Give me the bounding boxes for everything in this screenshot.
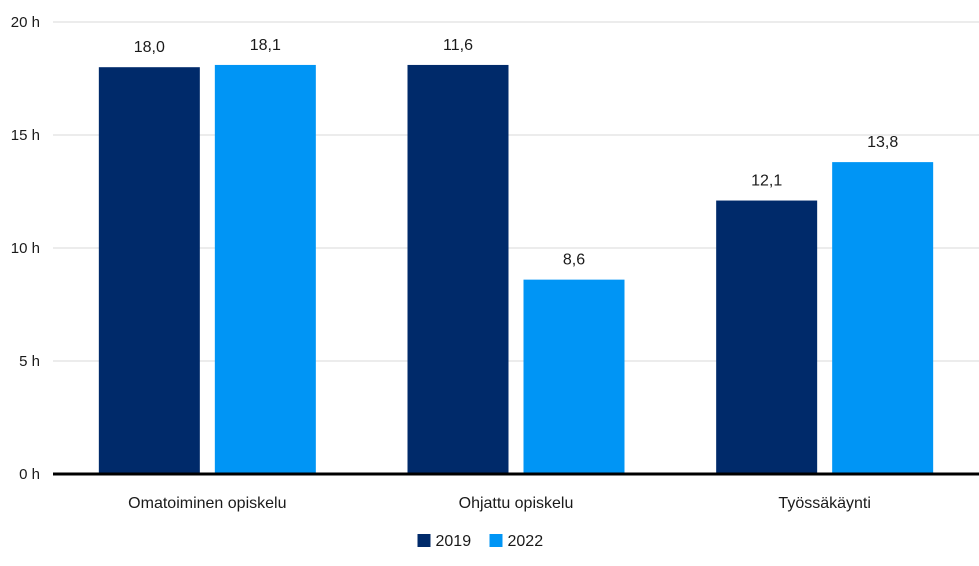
y-tick-label: 15 h <box>11 127 40 144</box>
y-tick-label: 10 h <box>11 240 40 257</box>
x-axis: Omatoiminen opiskelu Ohjattu opiskelu Työs… <box>128 495 871 512</box>
bar-2022 <box>832 162 934 474</box>
legend: 2019 2022 <box>417 533 544 550</box>
legend-label: 2022 <box>508 533 544 550</box>
legend-swatch-2022 <box>489 534 503 547</box>
y-tick-label: 5 h <box>19 353 40 370</box>
bar-2022 <box>523 279 625 474</box>
bar-2022 <box>214 64 316 474</box>
legend-swatch-2019 <box>417 534 431 547</box>
legend-label: 2019 <box>436 533 472 550</box>
y-axis: 0 h 5 h 10 h 15 h 20 h <box>11 14 40 483</box>
bars <box>98 64 934 475</box>
y-tick-label: 20 h <box>11 14 40 31</box>
data-label: 11,6 <box>443 37 473 54</box>
x-category-label: Ohjattu opiskelu <box>459 495 574 512</box>
data-label: 13,8 <box>867 134 898 151</box>
bar-2019 <box>716 200 818 475</box>
x-category-label: Työssäkäynti <box>778 495 870 512</box>
data-label: 8,6 <box>563 252 585 269</box>
bar-2019 <box>98 67 200 474</box>
data-label: 18,0 <box>134 39 165 56</box>
data-labels: 18,0 18,1 11,6 8,6 12,1 13,8 <box>134 37 899 269</box>
data-label: 18,1 <box>250 37 281 54</box>
bar-2019 <box>407 64 509 474</box>
x-category-label: Omatoiminen opiskelu <box>128 495 286 512</box>
data-label: 12,1 <box>751 173 782 190</box>
y-tick-label: 0 h <box>19 466 40 483</box>
